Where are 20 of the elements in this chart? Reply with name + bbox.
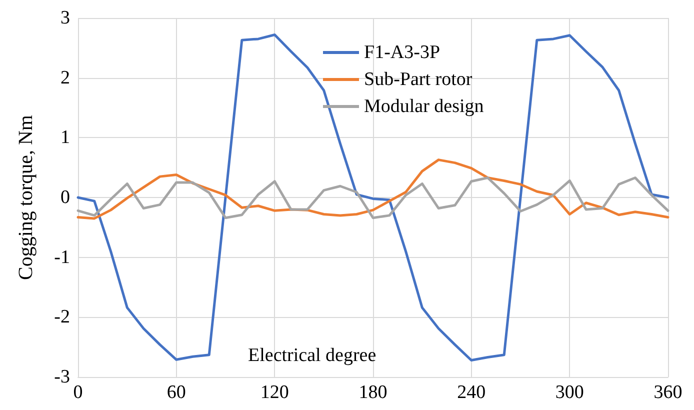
y-tick-label: 3 bbox=[60, 8, 70, 28]
x-tick-label: 300 bbox=[555, 382, 584, 403]
x-axis-title: Electrical degree bbox=[248, 345, 376, 366]
line-series bbox=[76, 176, 670, 220]
y-tick-label: 0 bbox=[60, 187, 70, 208]
x-tick-label: 180 bbox=[358, 382, 388, 403]
x-tick-label: 60 bbox=[166, 382, 186, 403]
legend-label: F1-A3-3P bbox=[364, 42, 440, 63]
y-axis-title: Cogging torque, Nm bbox=[15, 114, 37, 280]
legend-label: Sub-Part rotor bbox=[364, 69, 473, 90]
x-tick-label: 360 bbox=[654, 382, 682, 403]
y-tick-label: -1 bbox=[54, 246, 70, 268]
x-tick-label: 120 bbox=[260, 382, 289, 403]
line-series bbox=[76, 158, 670, 220]
x-tick-label: 240 bbox=[457, 382, 486, 403]
y-tick-label: 1 bbox=[60, 127, 70, 148]
legend-label: Modular design bbox=[364, 96, 484, 117]
y-tick-label: -3 bbox=[54, 366, 70, 388]
y-tick-label: 2 bbox=[60, 67, 70, 88]
y-tick-label: -2 bbox=[54, 306, 70, 328]
